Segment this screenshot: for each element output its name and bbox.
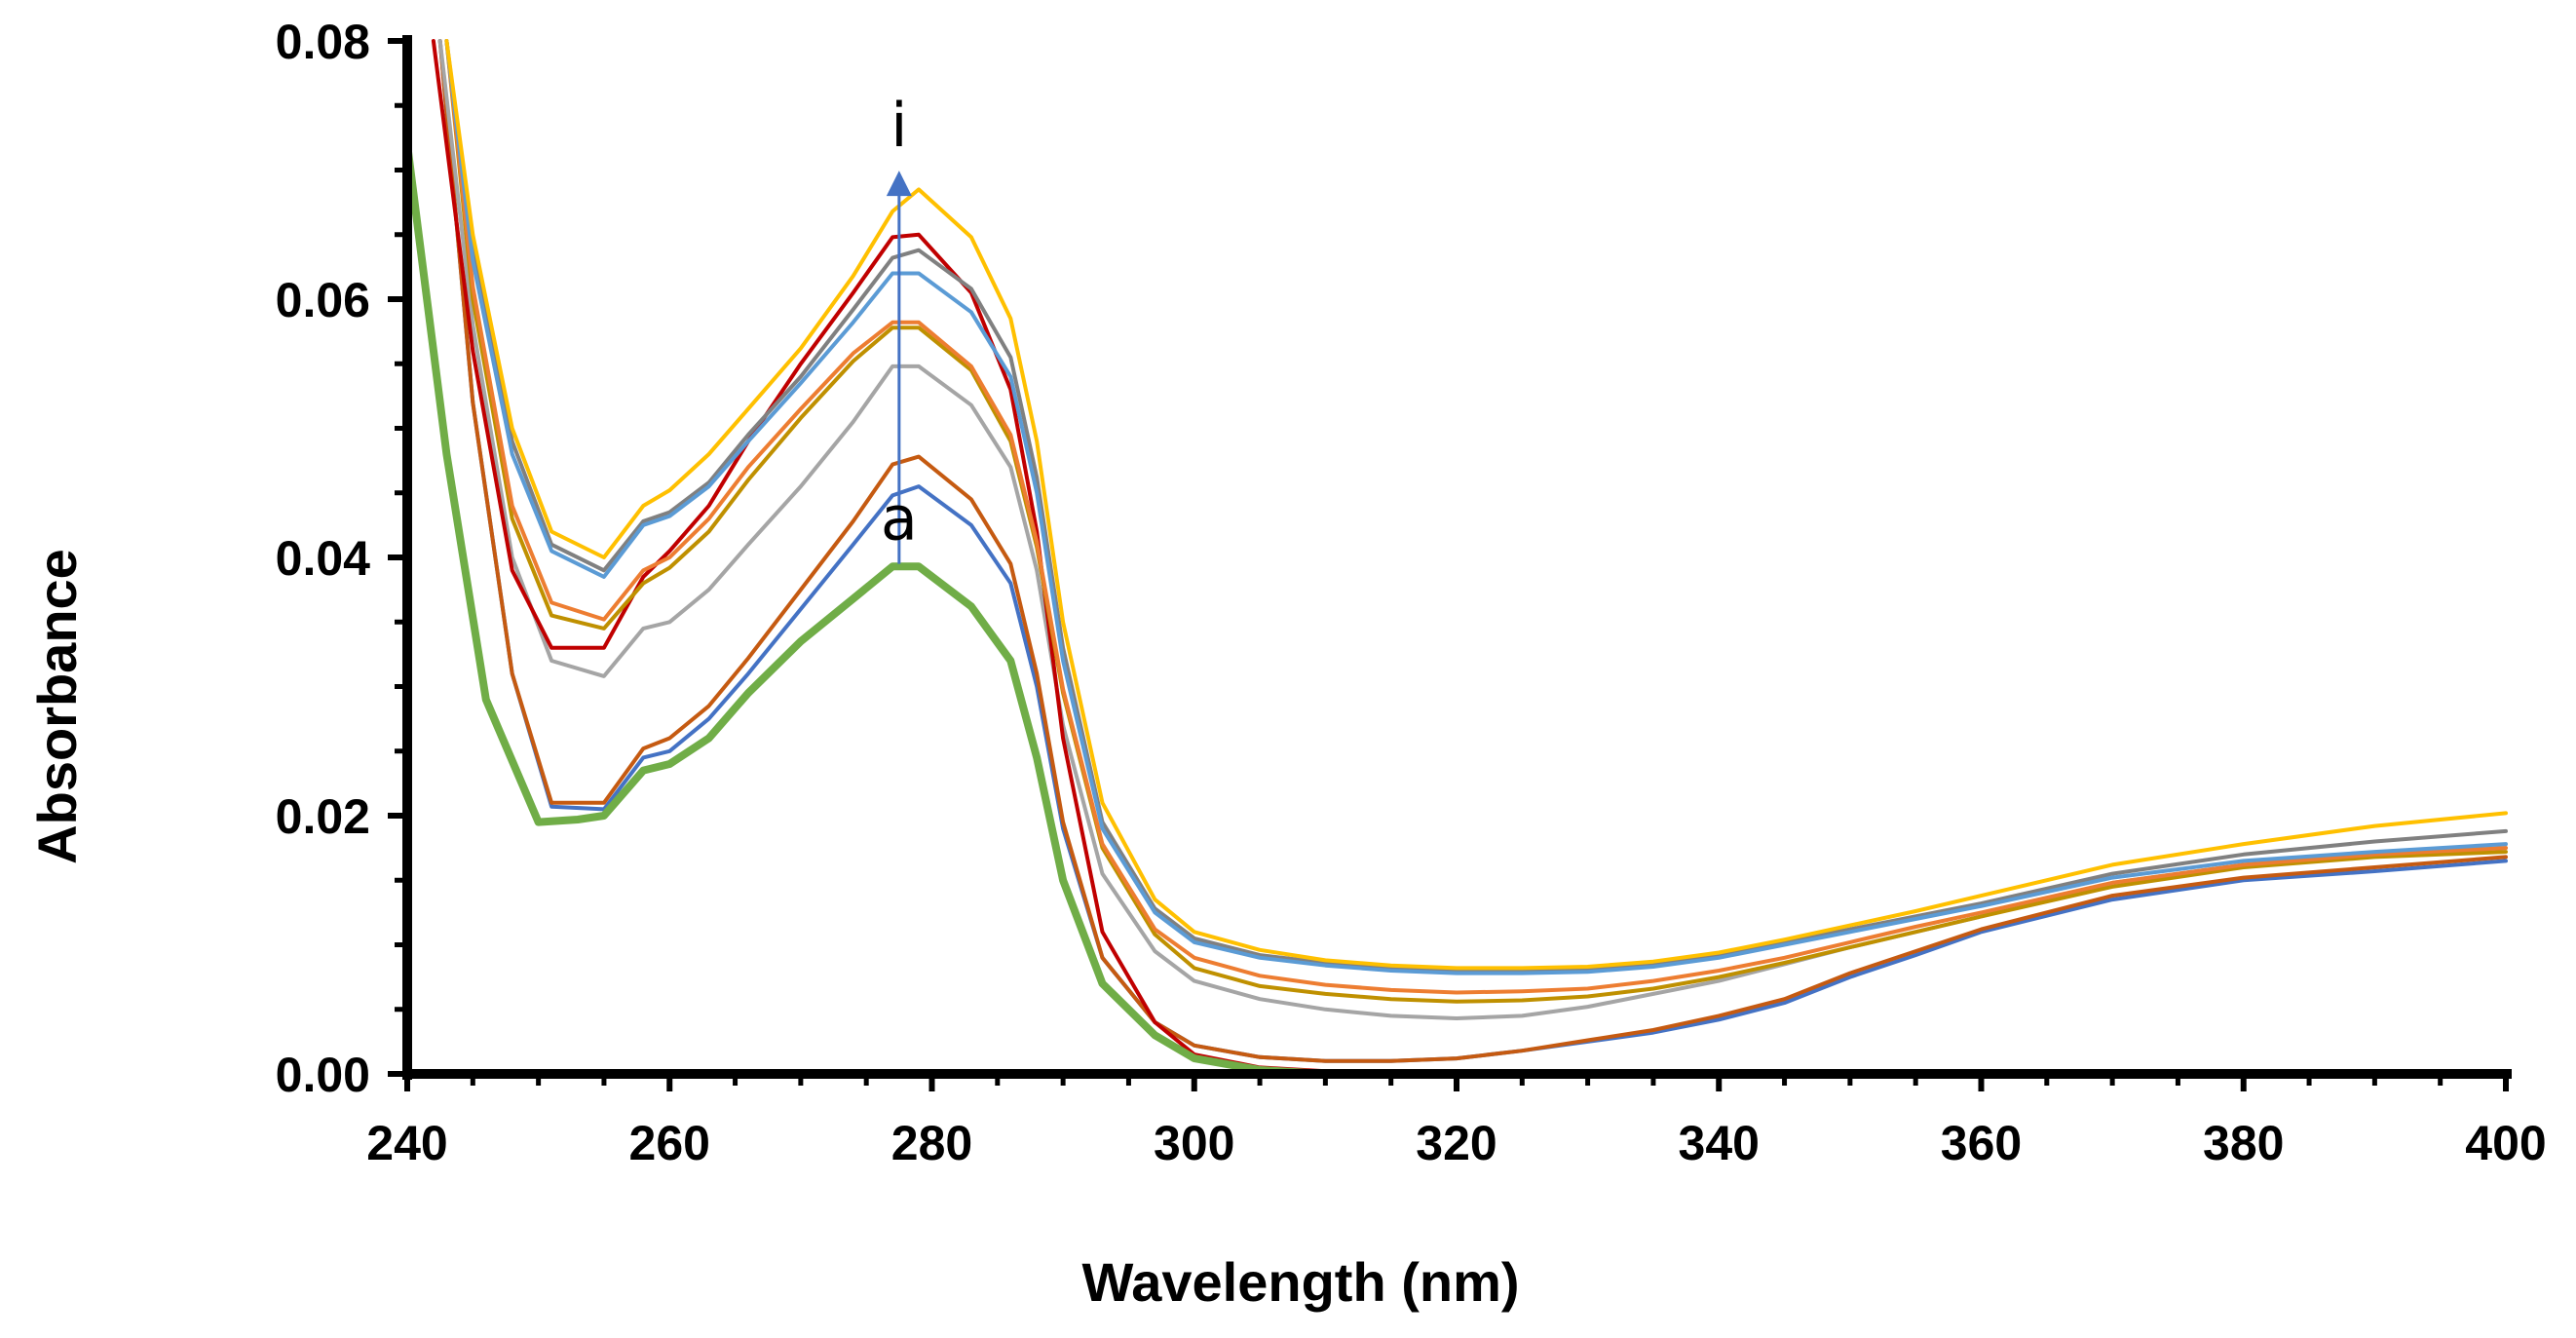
- x-tick-label: 300: [1154, 1116, 1234, 1170]
- plot-lines: [403, 39, 2510, 1078]
- y-tick-label: 0.08: [276, 15, 370, 69]
- x-tick-label: 380: [2203, 1116, 2284, 1170]
- x-tick-label: 320: [1416, 1116, 1496, 1170]
- y-axis-title: Absorbance: [26, 549, 88, 864]
- series-line-c: [437, 39, 2508, 1063]
- annotation-arrow-head: [886, 171, 912, 197]
- annotation-layer: i a: [881, 90, 918, 564]
- series-line-b: [437, 39, 2508, 1063]
- x-tick-label: 280: [891, 1116, 972, 1170]
- x-axis-title: Wavelength (nm): [1081, 1251, 1519, 1313]
- series-line-h2: [444, 39, 2508, 975]
- y-tick-label: 0.02: [276, 789, 370, 844]
- annotation-label-a: a: [881, 482, 918, 554]
- x-axis-ticks: 240 260 280 300 320 340 360 380 400: [366, 1074, 2547, 1170]
- series-line-f: [444, 39, 2508, 1004]
- axes: 240 260 280 300 320 340 360 380 400 0.00 0.02 0.04…: [276, 15, 2547, 1170]
- series-line-e: [431, 39, 2508, 1074]
- y-axis-ticks: 0.00 0.02 0.04 0.06 0.08: [276, 15, 407, 1102]
- x-tick-label: 400: [2465, 1116, 2546, 1170]
- y-tick-label: 0.04: [276, 531, 371, 586]
- series-line-a: [403, 140, 2510, 1078]
- series-line-h: [444, 39, 2508, 973]
- series-line-g: [444, 39, 2508, 995]
- x-tick-label: 260: [629, 1116, 710, 1170]
- y-tick-label: 0.00: [276, 1048, 370, 1102]
- series-line-i: [444, 39, 2508, 971]
- x-tick-label: 340: [1679, 1116, 1760, 1170]
- annotation-label-i: i: [890, 90, 907, 161]
- y-tick-label: 0.06: [276, 273, 370, 327]
- x-tick-label: 360: [1941, 1116, 2022, 1170]
- x-tick-label: 240: [366, 1116, 447, 1170]
